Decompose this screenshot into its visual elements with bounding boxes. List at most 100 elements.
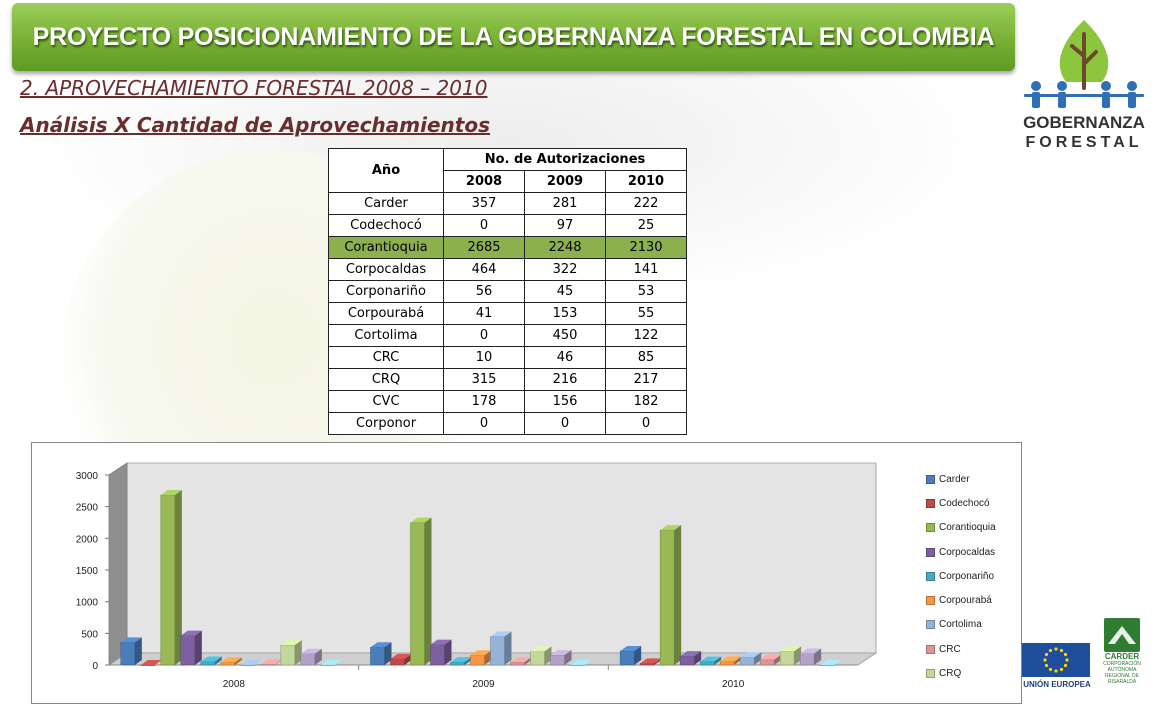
bar-top xyxy=(160,489,182,495)
bar-top xyxy=(370,642,392,648)
bar-side xyxy=(174,489,182,665)
legend-item: Codechocó xyxy=(926,491,996,515)
cell-value: 0 xyxy=(443,412,525,435)
bar-top xyxy=(430,639,452,645)
bar-top xyxy=(470,650,492,656)
legend-swatch xyxy=(926,571,935,581)
bar-side xyxy=(524,657,532,665)
legend-item: Carder xyxy=(926,467,996,491)
bar-front xyxy=(679,655,695,666)
bar-side xyxy=(714,656,722,665)
bar-front xyxy=(140,664,156,666)
legend-swatch xyxy=(926,644,935,654)
cell-value: 315 xyxy=(443,368,525,391)
row-label: Carder xyxy=(328,192,444,215)
bar-side xyxy=(754,652,762,665)
bar-front xyxy=(619,650,635,666)
cell-value: 0 xyxy=(605,412,687,435)
legend-label: CRQ xyxy=(939,668,962,680)
bar-front xyxy=(200,661,216,666)
legend-item: Corantioquia xyxy=(926,516,996,540)
cell-value: 2248 xyxy=(524,236,606,259)
bar-front xyxy=(390,658,405,666)
legend-item: CRQ xyxy=(926,661,996,685)
bar-front xyxy=(570,664,585,666)
bar-front xyxy=(550,654,565,666)
row-label: Corponor xyxy=(328,412,444,435)
bar-front xyxy=(300,653,316,666)
bar-front xyxy=(659,529,675,666)
cell-value: 53 xyxy=(605,280,687,303)
chart-back-wall xyxy=(126,462,877,654)
x-tick-label: 2009 xyxy=(472,679,495,690)
bar-side xyxy=(794,646,802,665)
bar-top xyxy=(700,656,722,662)
bar-top xyxy=(760,654,782,660)
logo-text-line1: GOBERNANZA xyxy=(1023,113,1145,132)
bar-side xyxy=(774,654,782,665)
bar-top xyxy=(660,525,682,531)
table-row: Carder 357 281 222 xyxy=(328,192,687,215)
y-tick-label: 0 xyxy=(92,661,98,672)
table-row: CRQ 315 216 217 xyxy=(328,368,687,391)
cell-value: 45 xyxy=(524,280,606,303)
row-label: CVC xyxy=(328,390,444,413)
table-row: CRC 10 46 85 xyxy=(328,346,687,369)
header-authorizations: No. de Autorizaciones xyxy=(443,148,687,171)
bar-top xyxy=(180,630,202,636)
cell-value: 85 xyxy=(605,346,687,369)
bar-front xyxy=(530,651,545,666)
bar-side xyxy=(564,650,572,665)
bar-front xyxy=(280,644,296,666)
bar-front xyxy=(819,664,835,666)
eu-logo-text: UNIÓN EUROPEA xyxy=(1023,680,1091,689)
legend-label: Codechocó xyxy=(939,497,990,509)
legend-item: Cortolima xyxy=(926,613,996,637)
row-label: CRC xyxy=(328,346,444,369)
eu-flag-icon xyxy=(1022,643,1090,677)
bar-top xyxy=(200,656,222,662)
bar-front xyxy=(639,663,655,666)
cell-value: 222 xyxy=(605,192,687,215)
bar-top xyxy=(390,653,412,659)
bar-top xyxy=(490,631,512,637)
bar-side xyxy=(214,656,222,665)
cell-value: 10 xyxy=(443,346,525,369)
cell-value: 216 xyxy=(524,368,606,391)
bar-side xyxy=(234,657,242,665)
bar-side xyxy=(314,648,322,665)
row-label: Corantioquia xyxy=(328,236,444,259)
x-tick-label: 2008 xyxy=(223,679,246,690)
cell-value: 141 xyxy=(605,258,687,281)
legend-item: Corponariño xyxy=(926,564,996,588)
legend-label: Carder xyxy=(939,473,970,485)
section-subtitle: Análisis X Cantidad de Aprovechamientos xyxy=(20,113,490,137)
bar-side xyxy=(444,639,452,665)
eu-logo: UNIÓN EUROPEA xyxy=(1022,643,1092,689)
header-year-2008: 2008 xyxy=(443,170,525,193)
row-label: Corpocaldas xyxy=(328,258,444,281)
cell-value: 217 xyxy=(605,368,687,391)
bar-front xyxy=(510,661,525,666)
y-tick-label: 1000 xyxy=(76,598,99,609)
bar-top xyxy=(530,646,552,652)
bar-top xyxy=(120,637,142,643)
header-year: Año xyxy=(328,148,444,193)
bar-top xyxy=(680,651,702,657)
bar-front xyxy=(470,655,485,666)
cell-value: 0 xyxy=(443,214,525,237)
title-banner: PROYECTO POSICIONAMIENTO DE LA GOBERNANZ… xyxy=(12,3,1015,71)
authorizations-table: Año No. de Autorizaciones 2008 2009 2010… xyxy=(328,148,687,435)
row-label: Cortolima xyxy=(328,324,444,347)
bar-top xyxy=(720,656,742,662)
cell-value: 122 xyxy=(605,324,687,347)
table-row: CVC 178 156 182 xyxy=(328,390,687,413)
bar-top xyxy=(240,660,262,665)
bar-side xyxy=(814,648,822,665)
carder-name: CARDER xyxy=(1104,652,1140,661)
legend-item: Corpocaldas xyxy=(926,540,996,564)
legend-swatch xyxy=(926,474,935,484)
bar-side xyxy=(634,645,642,665)
cell-value: 56 xyxy=(443,280,525,303)
cell-value: 46 xyxy=(524,346,606,369)
